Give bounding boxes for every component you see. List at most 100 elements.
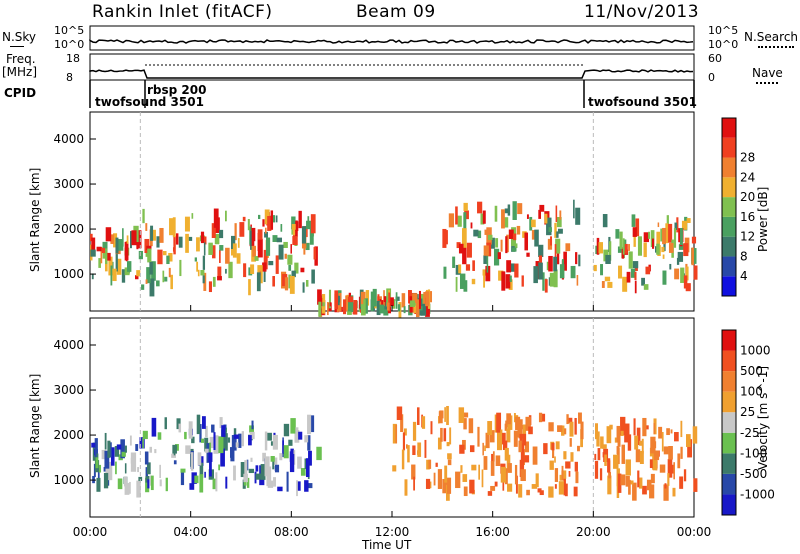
- data-cell: [652, 238, 655, 249]
- cpid-segment-3: twofsound 3501: [588, 95, 697, 109]
- data-cell: [257, 229, 263, 240]
- data-cell: [561, 465, 564, 481]
- data-cell: [419, 306, 423, 311]
- data-cell: [428, 459, 432, 469]
- power-colorbar-label: Power [dB]: [756, 186, 770, 252]
- data-cell: [395, 296, 400, 301]
- data-cell: [135, 444, 139, 451]
- data-cell: [264, 456, 270, 477]
- data-cell: [255, 473, 261, 480]
- data-cell: [493, 248, 500, 266]
- data-cell: [115, 252, 118, 272]
- freq-unit: [MHz]: [2, 65, 38, 79]
- data-cell: [300, 267, 305, 273]
- data-cell: [274, 464, 280, 473]
- data-cell: [305, 280, 309, 287]
- data-cell: [180, 469, 185, 486]
- data-cell: [136, 270, 141, 277]
- data-cell: [184, 216, 190, 232]
- data-cell: [116, 258, 122, 275]
- data-cell: [607, 281, 613, 288]
- data-cell: [306, 220, 312, 230]
- data-cell: [577, 445, 580, 452]
- data-cell: [495, 238, 499, 248]
- data-cell: [126, 235, 129, 244]
- data-cell: [298, 210, 302, 229]
- data-cell: [483, 456, 488, 470]
- data-cell: [178, 423, 182, 433]
- data-cell: [149, 261, 153, 275]
- data-cell: [514, 243, 518, 249]
- data-cell: [165, 477, 168, 492]
- data-cell: [490, 460, 495, 476]
- data-cell: [477, 201, 483, 214]
- data-cell: [145, 475, 150, 483]
- data-cell: [578, 254, 581, 267]
- data-cell: [554, 456, 556, 463]
- data-cell: [284, 277, 289, 291]
- data-cell: [190, 452, 194, 471]
- data-cell: [144, 451, 149, 465]
- data-cell: [484, 229, 490, 235]
- data-cell: [286, 471, 289, 492]
- data-cell: [289, 454, 295, 473]
- data-cell: [296, 481, 301, 491]
- data-cell: [421, 416, 426, 429]
- data-cell: [264, 431, 268, 451]
- data-cell: [249, 431, 255, 440]
- data-cell: [557, 425, 563, 432]
- data-cell: [580, 421, 584, 440]
- nsky-panel-frame: [89, 25, 695, 51]
- data-cell: [392, 423, 397, 444]
- colorbar-tick-label: 500: [740, 364, 763, 378]
- data-cell: [379, 304, 385, 314]
- data-cell: [593, 264, 597, 272]
- data-cell: [203, 236, 207, 245]
- data-cell: [691, 236, 697, 244]
- data-cell: [400, 414, 404, 433]
- data-cell: [397, 304, 401, 312]
- data-cell: [490, 485, 496, 491]
- data-cell: [246, 477, 250, 488]
- data-cell: [559, 210, 562, 220]
- data-cell: [639, 450, 644, 464]
- data-cell: [449, 427, 452, 445]
- data-cell: [492, 451, 495, 462]
- xtick-label: 00:00: [73, 525, 108, 539]
- data-cell: [278, 244, 284, 260]
- data-cell: [539, 204, 545, 212]
- data-cell: [627, 434, 632, 451]
- data-cell: [194, 257, 197, 262]
- axes-ticks: 1000 2000 3000 4000 1000 2000 3000 4000 00:00 04:…: [53, 132, 711, 539]
- data-cell: [235, 442, 239, 448]
- data-cell: [209, 456, 212, 477]
- data-cell: [456, 242, 461, 249]
- data-cell: [666, 215, 669, 227]
- data-cell: [553, 256, 558, 272]
- data-cell: [462, 474, 468, 482]
- colorbar-tick-label: -1000: [740, 487, 775, 501]
- data-cell: [327, 302, 329, 316]
- data-cell: [402, 432, 406, 451]
- data-cell: [162, 251, 167, 256]
- data-cell: [686, 266, 689, 281]
- colorbar-swatch: [722, 473, 736, 495]
- data-cell: [547, 238, 553, 250]
- data-cell: [637, 236, 642, 256]
- data-cell: [248, 468, 255, 474]
- data-cell: [227, 437, 231, 443]
- data-cell: [440, 427, 443, 442]
- data-cell: [388, 292, 391, 312]
- data-cell: [658, 426, 663, 439]
- data-cell: [407, 445, 410, 463]
- data-cell: [270, 210, 274, 230]
- colorbar-tick-label: 24: [740, 170, 755, 184]
- power-panel: [89, 111, 698, 319]
- data-cell: [481, 469, 484, 488]
- data-cell: [563, 251, 567, 271]
- data-cell: [159, 227, 164, 243]
- data-cell: [244, 460, 248, 476]
- data-cell: [507, 463, 512, 473]
- data-cell: [643, 284, 649, 290]
- data-cell: [248, 435, 252, 446]
